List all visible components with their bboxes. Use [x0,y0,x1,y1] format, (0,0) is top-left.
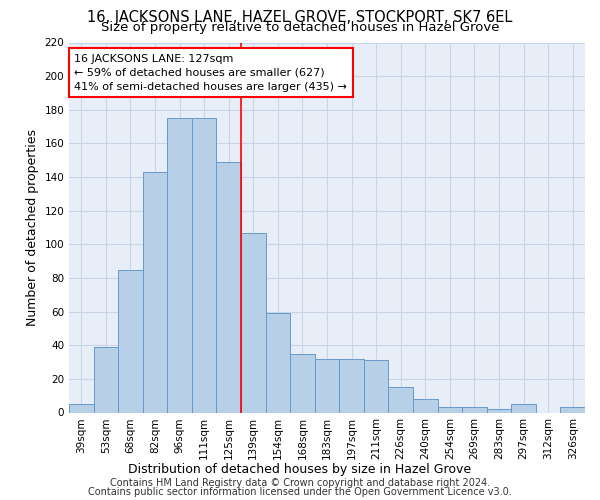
Bar [462,408,487,412]
Bar [241,232,266,412]
Bar [560,408,585,412]
Bar [217,162,241,412]
Bar [339,358,364,412]
Y-axis label: Number of detached properties: Number of detached properties [26,129,39,326]
Bar [364,360,388,412]
Bar [266,314,290,412]
Bar [167,118,192,412]
Bar [118,270,143,412]
Bar [487,409,511,412]
Text: Contains public sector information licensed under the Open Government Licence v3: Contains public sector information licen… [88,487,512,497]
Text: Contains HM Land Registry data © Crown copyright and database right 2024.: Contains HM Land Registry data © Crown c… [110,478,490,488]
Bar [290,354,315,412]
Bar [315,358,339,412]
Bar [69,404,94,412]
Bar [413,399,437,412]
Bar [192,118,217,412]
Text: Size of property relative to detached houses in Hazel Grove: Size of property relative to detached ho… [101,21,499,34]
Bar [94,347,118,412]
Bar [388,388,413,412]
Bar [437,408,462,412]
Text: Distribution of detached houses by size in Hazel Grove: Distribution of detached houses by size … [128,462,472,475]
Text: 16, JACKSONS LANE, HAZEL GROVE, STOCKPORT, SK7 6EL: 16, JACKSONS LANE, HAZEL GROVE, STOCKPOR… [88,10,512,25]
Text: 16 JACKSONS LANE: 127sqm
← 59% of detached houses are smaller (627)
41% of semi-: 16 JACKSONS LANE: 127sqm ← 59% of detach… [74,54,347,92]
Bar [511,404,536,412]
Bar [143,172,167,412]
